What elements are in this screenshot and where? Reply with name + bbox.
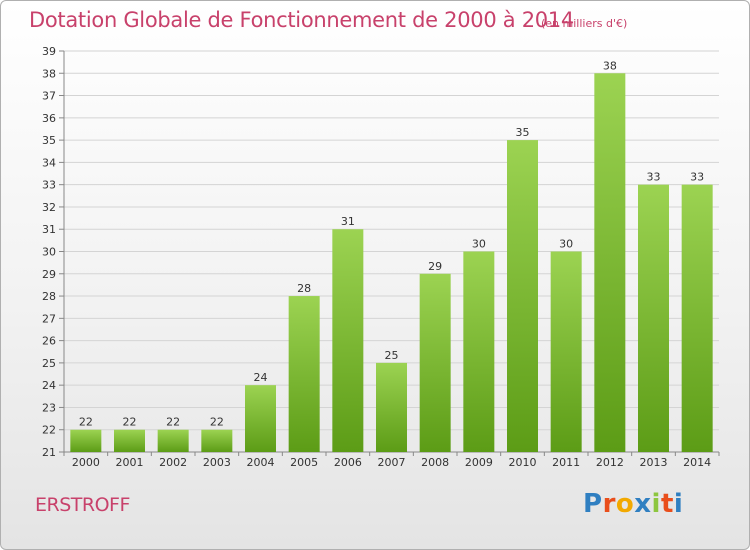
x-tick-label: 2005: [290, 456, 318, 469]
data-label: 33: [647, 171, 661, 184]
x-tick-label: 2010: [509, 456, 537, 469]
y-tick-label: 34: [42, 156, 56, 169]
y-tick-label: 29: [42, 268, 56, 281]
data-label: 29: [428, 260, 442, 273]
bar: [201, 429, 233, 452]
x-tick-label: 2002: [159, 456, 187, 469]
x-tick-label: 2008: [421, 456, 449, 469]
bar: [419, 273, 451, 452]
data-label: 30: [559, 238, 573, 251]
y-tick-label: 28: [42, 290, 56, 303]
brand-letter: i: [673, 489, 684, 519]
chart-title: Dotation Globale de Fonctionnement de 20…: [29, 8, 574, 32]
x-tick-label: 2013: [640, 456, 668, 469]
bar: [594, 73, 626, 453]
data-label: 35: [516, 126, 530, 139]
x-tick-label: 2004: [247, 456, 275, 469]
y-tick-label: 27: [42, 312, 56, 325]
x-tick-label: 2001: [116, 456, 144, 469]
bar: [681, 184, 713, 452]
bar: [463, 251, 495, 452]
y-tick-label: 38: [42, 67, 56, 80]
x-tick-label: 2003: [203, 456, 231, 469]
y-tick-label: 36: [42, 112, 56, 125]
bars: [70, 73, 713, 453]
x-tick-label: 2011: [552, 456, 580, 469]
data-label: 22: [123, 416, 137, 429]
data-label: 33: [690, 171, 704, 184]
y-tick-label: 32: [42, 201, 56, 214]
data-label: 28: [297, 282, 311, 295]
y-tick-label: 33: [42, 179, 56, 192]
brand-letter: P: [583, 489, 603, 519]
y-tick-label: 21: [42, 446, 56, 459]
brand-letter: o: [615, 489, 635, 519]
y-tick-label: 30: [42, 246, 56, 259]
bar: [507, 140, 538, 452]
bar: [157, 429, 189, 452]
x-tick-label: 2009: [465, 456, 493, 469]
bar: [114, 429, 145, 452]
data-label: 38: [603, 59, 617, 72]
brand-letter: r: [602, 489, 616, 519]
x-tick-label: 2007: [378, 456, 406, 469]
y-tick-label: 22: [42, 424, 56, 437]
chart-subtitle: (en milliers d'€): [541, 17, 628, 30]
bar: [376, 362, 407, 452]
data-label: 25: [385, 349, 399, 362]
y-tick-label: 37: [42, 90, 56, 103]
data-label: 22: [210, 416, 224, 429]
data-label: 30: [472, 238, 486, 251]
bar: [332, 229, 364, 452]
y-tick-label: 23: [42, 401, 56, 414]
y-tick-label: 31: [42, 223, 56, 236]
y-tick-label: 25: [42, 357, 56, 370]
commune-name: ERSTROFF: [35, 494, 130, 516]
brand-letter: i: [651, 489, 661, 519]
x-tick-label: 2012: [596, 456, 624, 469]
proxiti-logo: Proxiti: [583, 489, 683, 519]
data-label: 22: [79, 416, 93, 429]
y-tick-label: 24: [42, 379, 56, 392]
bar: [245, 385, 276, 452]
data-label: 22: [166, 416, 180, 429]
brand-letter: x: [634, 489, 652, 519]
labels: 21 22 23 24 25 26 27 28 29 30 31 32 33 34 35 36 37 38 39 22…: [42, 45, 711, 469]
bar: [70, 429, 102, 452]
data-label: 31: [341, 215, 355, 228]
y-tick-label: 26: [42, 335, 56, 348]
bar: [550, 251, 582, 452]
y-tick-label: 35: [42, 134, 56, 147]
bar: [638, 184, 669, 452]
x-tick-label: 2000: [72, 456, 100, 469]
x-tick-label: 2006: [334, 456, 362, 469]
brand-letter: t: [660, 489, 674, 519]
bar: [288, 296, 320, 452]
x-tick-label: 2014: [683, 456, 711, 469]
data-label: 24: [254, 371, 268, 384]
y-tick-label: 39: [42, 45, 56, 58]
